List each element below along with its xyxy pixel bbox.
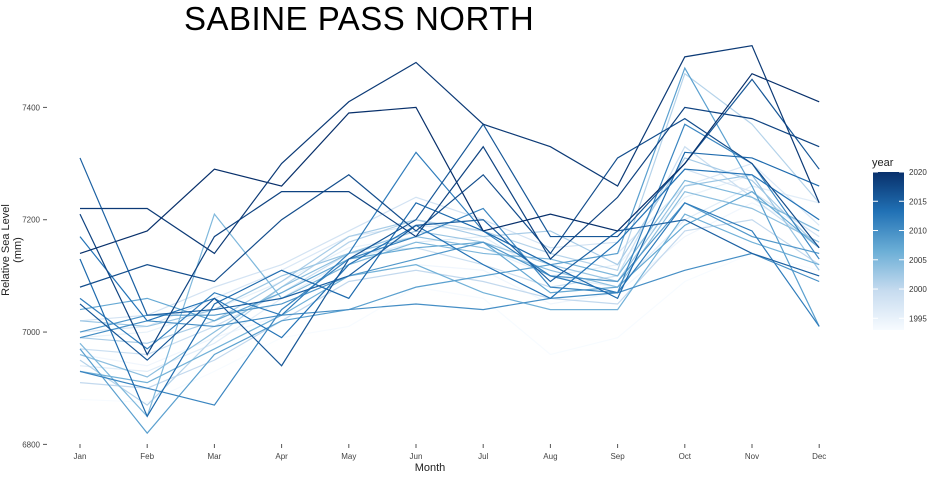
x-axis: Jan Feb Mar Apr May Jun Jul Aug Sep Oct Nov Dec xyxy=(74,444,826,461)
series-line-2002 xyxy=(79,157,820,344)
series-line-1999 xyxy=(79,145,820,356)
legend-tick-label: 2005 xyxy=(909,256,927,265)
series-line-2019 xyxy=(80,44,820,255)
series-line-2015 xyxy=(79,157,820,316)
x-tick-label: Mar xyxy=(208,452,222,461)
legend-tick-label: 2000 xyxy=(909,285,927,294)
x-tick-label: Nov xyxy=(745,452,759,461)
series-line-2001 xyxy=(79,72,820,406)
series-line-2003 xyxy=(79,174,820,328)
series-lines xyxy=(79,44,820,435)
y-tick-label: 6800 xyxy=(22,440,40,449)
legend-tick-label: 2010 xyxy=(909,227,927,236)
y-tick-label: 7000 xyxy=(22,328,40,337)
series-line-2017 xyxy=(79,117,820,288)
series-line-2018 xyxy=(79,106,820,356)
x-tick-label: Apr xyxy=(275,452,288,461)
legend-tick-label: 2015 xyxy=(909,197,927,206)
legend-colorbar xyxy=(873,172,904,330)
series-line-2010 xyxy=(79,252,820,339)
legend-tick-label: 1995 xyxy=(909,314,927,323)
series-line-1993 xyxy=(79,252,820,403)
series-line-2008 xyxy=(79,66,820,435)
y-tick-label: 7200 xyxy=(22,216,40,225)
x-tick-label: Jun xyxy=(410,452,423,461)
series-line-1998 xyxy=(79,168,820,322)
legend: 1995 2000 2005 2010 2015 2020 xyxy=(873,168,927,330)
x-tick-label: Sep xyxy=(610,452,625,461)
series-line-2000 xyxy=(79,219,820,389)
x-tick-label: Jul xyxy=(478,452,488,461)
legend-tick-label: 2020 xyxy=(909,168,927,177)
series-line-2004 xyxy=(79,190,820,378)
x-tick-label: Dec xyxy=(812,452,826,461)
x-tick-label: Jan xyxy=(74,452,87,461)
series-line-2005 xyxy=(79,179,820,418)
series-line-2020 xyxy=(79,72,820,254)
legend-title: year xyxy=(872,157,894,169)
series-line-1996 xyxy=(79,185,820,372)
series-line-2014 xyxy=(79,151,820,418)
y-axis: 6800 7000 7200 7400 xyxy=(22,103,47,449)
x-axis-label: Month xyxy=(414,462,446,474)
series-line-1994 xyxy=(79,202,820,367)
series-line-2006 xyxy=(79,213,820,384)
y-tick-label: 7400 xyxy=(22,103,40,112)
x-tick-label: Feb xyxy=(140,452,154,461)
x-tick-label: Aug xyxy=(543,452,557,461)
series-line-2013 xyxy=(79,168,820,339)
chart-title: SABINE PASS NORTH xyxy=(184,0,535,37)
y-axis-label: Relative Sea Level (mm) xyxy=(0,204,24,296)
x-tick-label: Oct xyxy=(679,452,692,461)
x-tick-label: May xyxy=(341,452,356,461)
series-line-2009 xyxy=(79,202,820,333)
